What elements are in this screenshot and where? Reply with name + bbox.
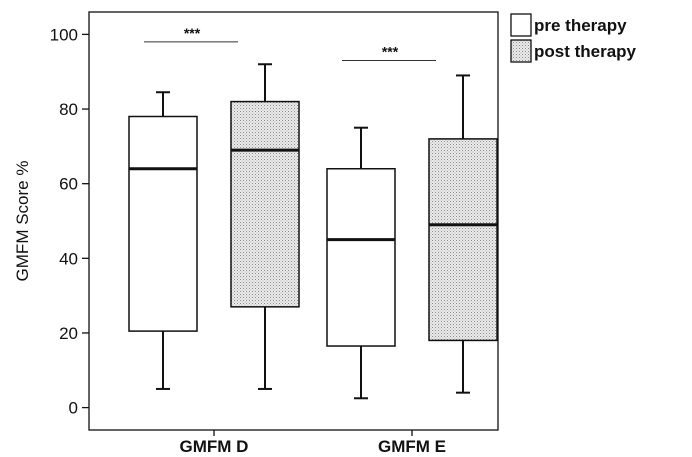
legend-swatch xyxy=(510,13,532,37)
y-tick-label-40: 40 xyxy=(59,249,78,268)
box-iqr xyxy=(128,115,198,332)
box-pre-gmfm-e xyxy=(326,126,396,400)
legend-item-pre-therapy: pre therapy xyxy=(510,13,627,37)
legend: pre therapy post therapy xyxy=(510,13,637,63)
series-pre-therapy xyxy=(128,91,396,400)
significance-label: *** xyxy=(184,25,201,41)
legend-label: pre therapy xyxy=(534,16,627,35)
x-tick-label-gmfm-d: GMFM D xyxy=(180,437,249,456)
y-tick-label-80: 80 xyxy=(59,100,78,119)
legend-swatch xyxy=(510,39,532,63)
y-tick-label-20: 20 xyxy=(59,324,78,343)
y-tick-label-0: 0 xyxy=(69,399,78,418)
x-tick-label-gmfm-e: GMFM E xyxy=(378,437,446,456)
box-post-gmfm-e xyxy=(428,74,498,394)
legend-label: post therapy xyxy=(534,42,637,61)
box-series xyxy=(128,63,498,400)
box-iqr xyxy=(230,100,300,308)
box-pre-gmfm-d xyxy=(128,91,198,390)
series-post-therapy xyxy=(230,63,498,394)
y-tick-label-100: 100 xyxy=(50,25,78,44)
x-axis: GMFM D GMFM E xyxy=(180,430,446,456)
plot-frame xyxy=(88,11,499,431)
significance-gmfm-d: *** xyxy=(144,25,238,43)
legend-item-post-therapy: post therapy xyxy=(510,39,637,63)
y-axis-title: GMFM Score % xyxy=(13,161,32,282)
significance-annotations: *** *** xyxy=(144,25,436,62)
significance-gmfm-e: *** xyxy=(342,44,436,62)
box-iqr xyxy=(326,168,396,347)
significance-label: *** xyxy=(382,44,399,60)
box-iqr xyxy=(428,138,498,342)
box-post-gmfm-d xyxy=(230,63,300,390)
y-tick-label-60: 60 xyxy=(59,175,78,194)
y-axis: 0 20 40 60 80 100 xyxy=(50,25,89,418)
